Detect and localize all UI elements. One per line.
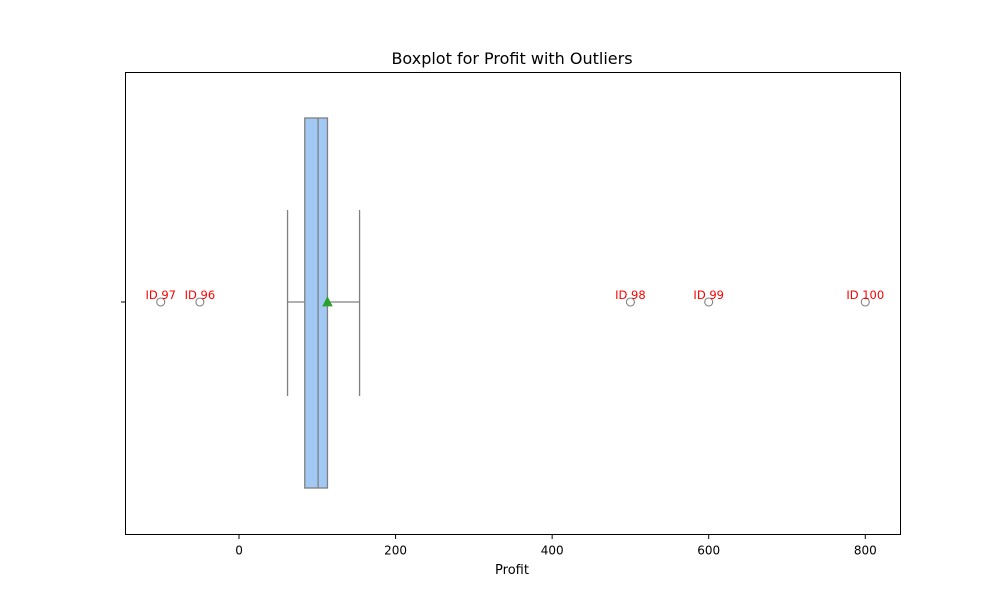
x-axis: 0 200 400 600 800 <box>235 534 877 558</box>
outlier-group: ID 97 ID 96 ID 98 ID 99 ID 100 <box>145 288 884 307</box>
outlier-label: ID 96 <box>185 288 216 302</box>
outlier-point <box>704 297 714 307</box>
outlier-point <box>625 297 635 307</box>
x-tick-label: 600 <box>697 544 720 558</box>
outlier-label: ID 97 <box>145 288 176 302</box>
outlier-point <box>195 297 205 307</box>
outlier-label: ID 99 <box>693 288 724 302</box>
x-tick-label: 200 <box>384 544 407 558</box>
outlier-label: ID 100 <box>846 288 884 302</box>
x-axis-label: Profit <box>495 563 529 578</box>
plot-frame <box>125 72 901 535</box>
box-group <box>286 117 361 489</box>
outlier-point <box>860 297 870 307</box>
chart-title: Boxplot for Profit with Outliers <box>391 49 632 68</box>
outlier-point <box>156 297 166 307</box>
x-tick-label: 400 <box>541 544 564 558</box>
x-tick-label: 0 <box>235 544 243 558</box>
mean-marker <box>322 296 333 307</box>
x-tick-label: 800 <box>854 544 877 558</box>
outlier-label: ID 98 <box>615 288 646 302</box>
